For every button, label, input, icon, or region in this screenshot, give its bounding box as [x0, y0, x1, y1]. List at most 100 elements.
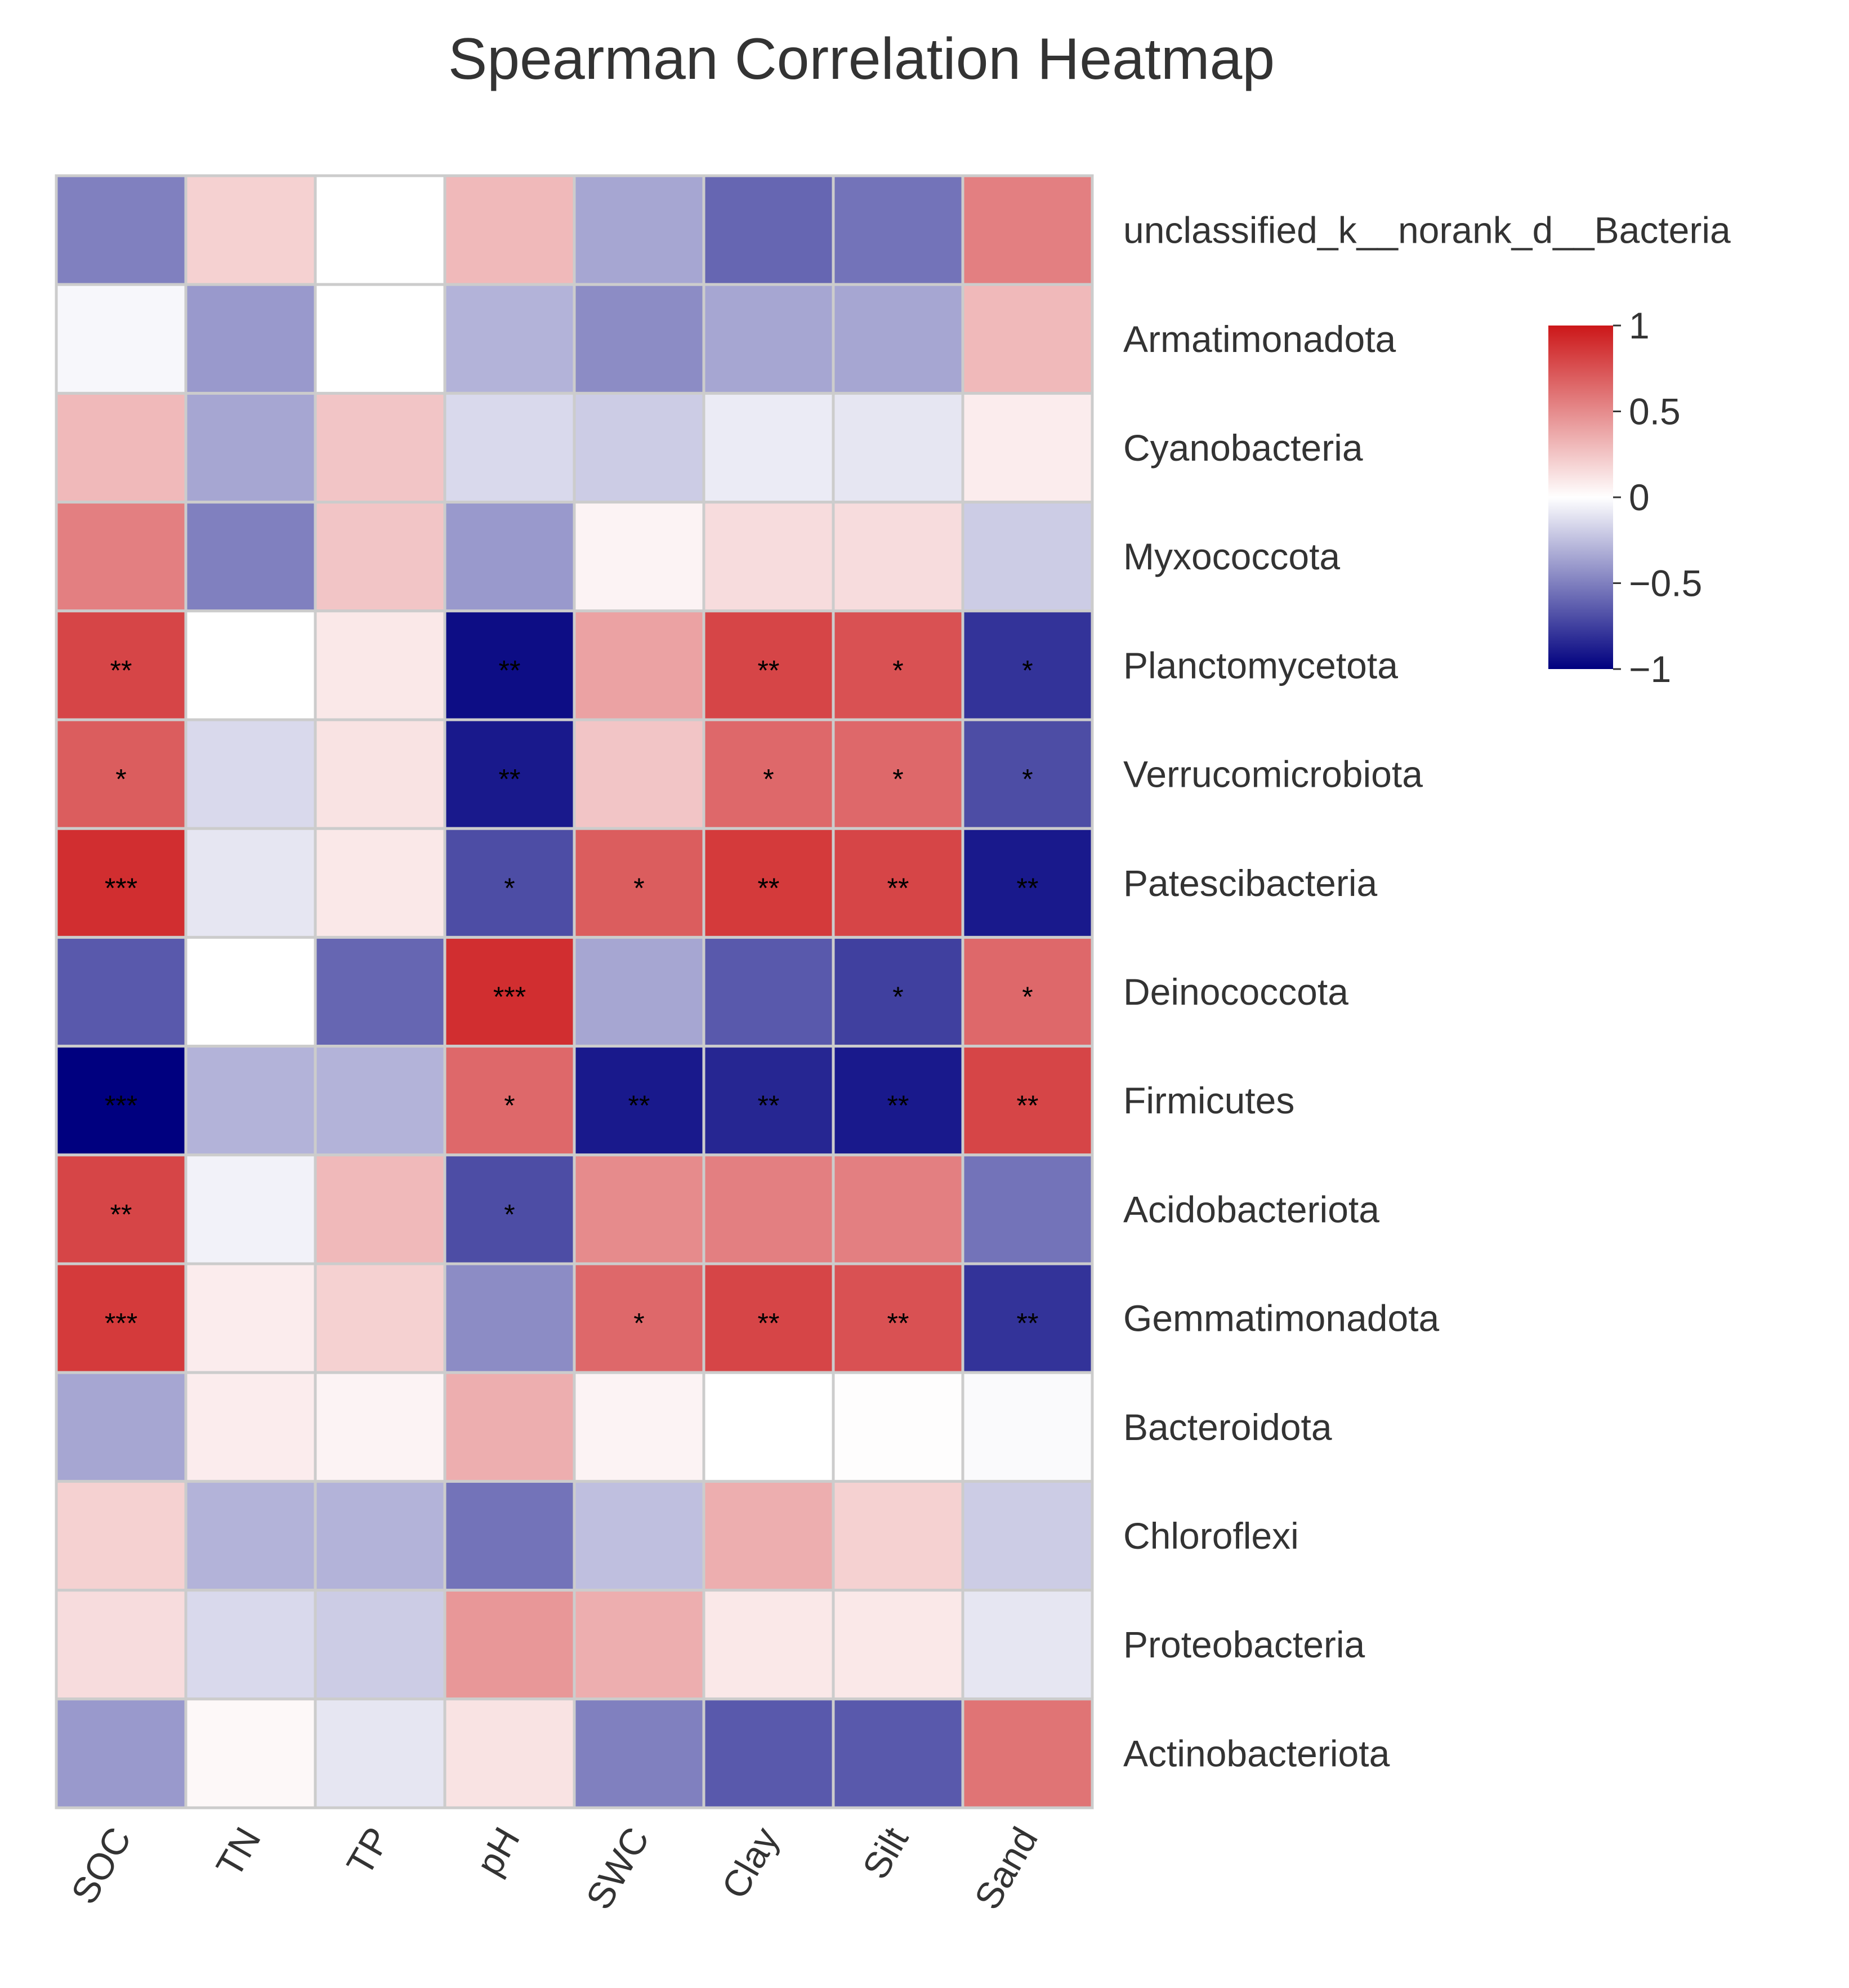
row-label: Firmicutes: [1123, 1080, 1294, 1121]
heatmap-cell: [184, 935, 317, 1048]
heatmap-cell: [55, 283, 187, 395]
heatmap-cell: [55, 1697, 187, 1809]
significance-label: **: [499, 764, 521, 795]
column-label: Sand: [966, 1820, 1046, 1916]
significance-label: *: [633, 1308, 644, 1339]
row-label: Acidobacteriota: [1123, 1188, 1379, 1230]
column-label: TP: [338, 1820, 398, 1882]
heatmap-cell: [443, 1045, 576, 1157]
heatmap-cell: [573, 283, 705, 395]
row-label: Verrucomicrobiota: [1123, 754, 1423, 795]
heatmap-cell: [55, 501, 187, 613]
heatmap-cell: [184, 609, 317, 721]
heatmap-cell: [314, 1262, 446, 1374]
heatmap-cell: [184, 1153, 317, 1265]
heatmap-cell: [702, 391, 835, 504]
heatmap-cell: [573, 1045, 705, 1157]
heatmap-cell: [832, 501, 964, 613]
heatmap-cell: [832, 1371, 964, 1483]
heatmap-cell: [55, 391, 187, 504]
heatmap-cell: [832, 935, 964, 1048]
heatmap-cell: [443, 1479, 576, 1592]
significance-label: **: [628, 1090, 650, 1121]
heatmap-cell: [184, 1697, 317, 1809]
heatmap-cell: [702, 1153, 835, 1265]
heatmap-cell: [573, 391, 705, 504]
heatmap-cell: [443, 174, 576, 286]
heatmap-cell: [184, 1371, 317, 1483]
heatmap-cell: [832, 1479, 964, 1592]
heatmap-cell: [961, 935, 1094, 1048]
significance-label: *: [892, 981, 903, 1013]
significance-label: **: [887, 1308, 909, 1339]
heatmap-cell: [314, 391, 446, 504]
heatmap-cell: [573, 718, 705, 830]
significance-label: **: [758, 1090, 780, 1121]
heatmap-cell: [184, 1045, 317, 1157]
heatmap-cell: [702, 501, 835, 613]
heatmap-cell: [961, 1153, 1094, 1265]
significance-label: ***: [493, 981, 526, 1013]
heatmap-cell: [55, 1045, 187, 1157]
legend-tick-label: −1: [1629, 648, 1671, 690]
heatmap-cell: [961, 827, 1094, 939]
significance-label: *: [1022, 764, 1033, 795]
heatmap-cell: [961, 1479, 1094, 1592]
significance-label: ***: [105, 872, 137, 904]
heatmap-cell: [702, 827, 835, 939]
heatmap-cell: [314, 718, 446, 830]
significance-label: **: [758, 1308, 780, 1339]
significance-label: **: [110, 654, 132, 686]
heatmap-cell: [573, 1262, 705, 1374]
row-label: Patescibacteria: [1123, 862, 1378, 904]
heatmap-cell: [702, 283, 835, 395]
heatmap-cell: [832, 1589, 964, 1701]
legend-tick-label: 0.5: [1629, 391, 1681, 433]
heatmap-cell: [832, 174, 964, 286]
heatmap-cell: [314, 1153, 446, 1265]
heatmap-cell: [314, 283, 446, 395]
heatmap-cell: [443, 391, 576, 504]
significance-label: *: [1022, 981, 1033, 1013]
heatmap-cell: [184, 827, 317, 939]
heatmap-cell: [184, 174, 317, 286]
significance-label: **: [758, 654, 780, 686]
heatmap-cell: [832, 283, 964, 395]
heatmap-cell: [961, 1371, 1094, 1483]
heatmap-cell: [314, 1479, 446, 1592]
heatmap-cell: [702, 1479, 835, 1592]
heatmap-cell: [702, 1589, 835, 1701]
heatmap-cell: [184, 391, 317, 504]
row-label: Armatimonadota: [1123, 318, 1396, 360]
heatmap-cell: [832, 1153, 964, 1265]
row-labels: unclassified_k__norank_d__Bacteria Armati…: [1123, 210, 1731, 1775]
heatmap-cell: [314, 174, 446, 286]
legend-colorbar: [1548, 326, 1613, 669]
heatmap-cell: [314, 1697, 446, 1809]
heatmap-cell: [184, 1589, 317, 1701]
heatmap-cell: [961, 1697, 1094, 1809]
heatmap-cell: [702, 174, 835, 286]
heatmap-cell: [184, 718, 317, 830]
row-label: Chloroflexi: [1123, 1515, 1299, 1557]
significance-label: **: [1017, 872, 1039, 904]
heatmap-cell: [55, 609, 187, 721]
heatmap-cell: [443, 501, 576, 613]
heatmap-cell: [573, 174, 705, 286]
chart-title: Spearman Correlation Heatmap: [448, 26, 1275, 92]
heatmap-cell: [961, 718, 1094, 830]
column-label: Silt: [854, 1820, 916, 1886]
heatmap-cell: [314, 1589, 446, 1701]
heatmap-cell: [702, 1697, 835, 1809]
significance-label: **: [887, 1090, 909, 1121]
color-legend: 1 0.5 0 −0.5 −1: [1548, 305, 1702, 690]
heatmap-cell: [314, 501, 446, 613]
significance-label: *: [633, 872, 644, 904]
heatmap-cell: [961, 174, 1094, 286]
heatmap-cell: [573, 609, 705, 721]
heatmap-cell: [961, 283, 1094, 395]
heatmap-cell: [184, 1479, 317, 1592]
column-label: pH: [468, 1820, 528, 1882]
heatmap-cell: [55, 174, 187, 286]
